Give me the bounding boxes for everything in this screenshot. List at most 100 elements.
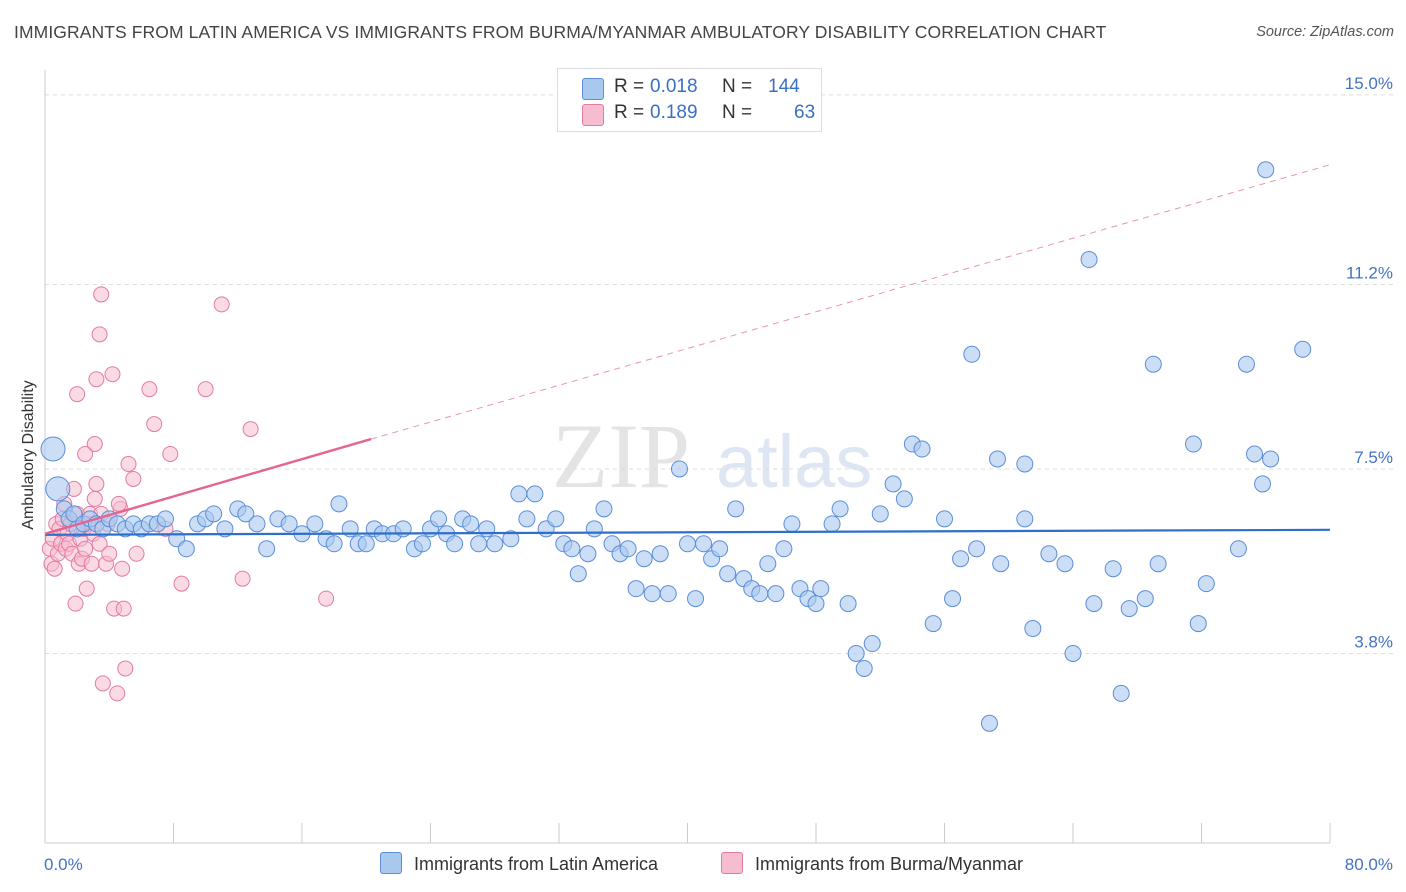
latin-america-point xyxy=(478,520,496,538)
burma-point xyxy=(77,540,94,557)
latin-america-point xyxy=(579,545,597,563)
latin-america-point xyxy=(759,555,777,573)
latin-america-point xyxy=(1040,545,1058,563)
latin-america-point xyxy=(989,450,1007,468)
latin-america-point xyxy=(486,535,504,553)
burma-point xyxy=(86,436,103,453)
stats-legend: R = 0.018 N = 144 R = 0.189 N = 63 xyxy=(557,68,822,132)
latin-america-point xyxy=(924,615,942,633)
burma-trend-line xyxy=(44,437,372,535)
burma-point xyxy=(91,326,108,343)
latin-america-point xyxy=(1080,251,1098,269)
latin-america-point xyxy=(446,535,464,553)
latin-america-point xyxy=(248,515,266,533)
latin-america-point xyxy=(812,580,830,598)
y-tick-label: 3.8% xyxy=(1354,632,1393,651)
tick-labels: 3.8% 7.5% 11.2% 15.0% 0.0% 80.0% xyxy=(44,74,1393,874)
latin-america-point xyxy=(619,540,637,558)
legend-r-value: 0.189 xyxy=(650,102,698,123)
burma-point xyxy=(234,570,251,587)
latin-america-point xyxy=(45,476,71,502)
burma-point xyxy=(46,560,63,577)
legend-n-label: N = xyxy=(722,102,753,123)
latin-america-point xyxy=(526,485,544,503)
watermark-zip: ZIP xyxy=(552,405,690,507)
latin-america-point xyxy=(627,580,645,598)
latin-america-point xyxy=(205,505,223,523)
latin-america-point xyxy=(651,545,669,563)
latin-america-point xyxy=(470,535,488,553)
latin-america-point xyxy=(413,535,431,553)
latin-america-point xyxy=(635,550,653,568)
latin-america-point xyxy=(357,535,375,553)
latin-america-point xyxy=(1024,620,1042,638)
latin-america-point xyxy=(711,540,729,558)
latin-america-point xyxy=(1056,555,1074,573)
latin-america-point xyxy=(863,635,881,653)
latin-america-point xyxy=(980,714,998,732)
burma-point xyxy=(77,446,94,463)
y-tick-label: 7.5% xyxy=(1354,448,1393,467)
latin-america-point xyxy=(1197,575,1215,593)
latin-america-point xyxy=(569,565,587,583)
legend-label-burma: Immigrants from Burma/Myanmar xyxy=(755,854,1024,874)
legend-n-value: 144 xyxy=(768,76,800,97)
latin-america-point xyxy=(695,535,713,553)
latin-america-point xyxy=(563,540,581,558)
latin-america-point xyxy=(1254,475,1272,493)
latin-america-point xyxy=(177,540,195,558)
latin-america-point xyxy=(1237,355,1255,373)
x-tick-label: 80.0% xyxy=(1345,855,1393,874)
latin-america-point xyxy=(944,590,962,608)
burma-point xyxy=(94,675,111,692)
latin-america-point xyxy=(547,510,565,528)
latin-america-point xyxy=(727,500,745,518)
latin-america-point xyxy=(1189,615,1207,633)
burma-point xyxy=(125,470,142,487)
watermark-atlas: atlas xyxy=(716,420,872,503)
source-label: Source: ZipAtlas.com xyxy=(1256,24,1394,40)
latin-america-point xyxy=(687,590,705,608)
burma-point xyxy=(114,560,131,577)
y-tick-label: 15.0% xyxy=(1345,74,1393,93)
latin-america-point xyxy=(767,585,785,603)
latin-america-point xyxy=(258,540,276,558)
legend-r-label: R = xyxy=(614,76,645,97)
latin-america-point xyxy=(751,585,769,603)
burma-point xyxy=(69,386,86,403)
burma-point xyxy=(93,286,110,303)
burma-point xyxy=(173,575,190,592)
legend-r-label: R = xyxy=(614,102,645,123)
latin-america-point xyxy=(871,505,889,523)
legend-item-latin-america: Immigrants from Latin America xyxy=(380,852,658,875)
latin-america-point xyxy=(462,515,480,533)
latin-america-point xyxy=(831,500,849,518)
latin-america-point xyxy=(670,460,688,478)
latin-america-point xyxy=(992,555,1010,573)
legend-swatch-blue xyxy=(582,78,604,100)
latin-america-point xyxy=(280,515,298,533)
latin-america-point xyxy=(1149,555,1167,573)
latin-america-point xyxy=(775,540,793,558)
latin-america-point xyxy=(913,440,931,458)
latin-america-point xyxy=(1136,590,1154,608)
latin-america-point xyxy=(884,475,902,493)
latin-america-point xyxy=(1016,510,1034,528)
burma-point xyxy=(104,366,121,383)
latin-america-point xyxy=(502,530,520,548)
legend-swatch-pink xyxy=(721,852,743,874)
latin-america-point xyxy=(1085,595,1103,613)
burma-point xyxy=(146,416,163,433)
latin-america-point xyxy=(216,520,234,538)
burma-point xyxy=(86,490,103,507)
latin-america-point xyxy=(156,510,174,528)
latin-america-point xyxy=(936,510,953,528)
latin-america-point xyxy=(1112,684,1130,702)
latin-america-point xyxy=(330,495,348,513)
burma-point xyxy=(162,446,179,463)
legend-n-value: 63 xyxy=(794,102,816,123)
burma-point xyxy=(88,371,105,388)
burma-trend-extension xyxy=(370,164,1331,440)
latin-america-point xyxy=(807,595,825,613)
